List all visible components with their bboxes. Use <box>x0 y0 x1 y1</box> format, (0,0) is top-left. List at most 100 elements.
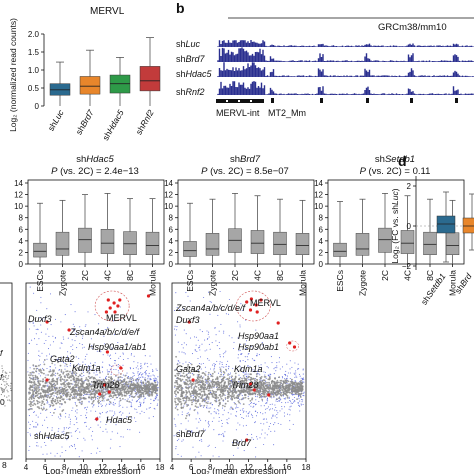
scatter-point <box>276 362 278 364</box>
cloud-point <box>38 388 41 391</box>
scatter-point <box>74 445 76 447</box>
scatter-point <box>90 435 92 437</box>
cloud-point <box>207 396 210 399</box>
y-tick-label: 14 <box>164 179 173 188</box>
scatter-point <box>289 428 291 430</box>
scatter-point <box>109 365 111 367</box>
cloud-point <box>78 394 81 396</box>
track-signal-shLuc <box>217 40 474 47</box>
cloud-point <box>224 397 227 399</box>
cloud-point <box>197 387 200 389</box>
scatter-point <box>147 378 149 380</box>
scatter-point <box>181 351 183 353</box>
scatter-point <box>252 369 254 371</box>
scatter-point <box>128 385 130 387</box>
scatter-point <box>73 329 75 331</box>
scatter-point <box>270 356 272 358</box>
scatter-point <box>219 290 221 293</box>
cloud-point <box>187 386 190 389</box>
scatter-point <box>224 394 226 396</box>
scatter-point <box>83 375 85 377</box>
scatter-point <box>113 368 115 371</box>
scatter-point <box>302 373 304 375</box>
scatter-point <box>78 366 80 368</box>
scatter-point <box>144 362 146 364</box>
scatter-point <box>242 383 244 385</box>
highlight-circle <box>94 290 130 322</box>
scatter-point <box>258 373 260 375</box>
cloud-point <box>53 382 56 385</box>
scatter-point <box>198 363 200 365</box>
cloud-point <box>224 389 227 391</box>
scatter-point <box>254 369 256 371</box>
x-label-2C: 2C <box>80 270 90 281</box>
scatter-point <box>233 402 235 404</box>
scatter-point <box>75 418 77 420</box>
scatter-point <box>144 397 146 399</box>
box-shRnf2 <box>139 66 161 92</box>
y-tick-label: 8 <box>19 214 24 223</box>
scatter-point <box>183 342 185 344</box>
scatter-point <box>302 369 304 371</box>
cloud-point <box>31 408 33 410</box>
scatter-point <box>274 422 276 424</box>
cloud-point <box>66 370 69 373</box>
scatter-point <box>213 308 215 310</box>
scatter-point <box>60 415 62 417</box>
scatter-point <box>90 410 92 412</box>
scatter-point <box>136 411 138 413</box>
cloud-point <box>56 390 59 393</box>
scatter-point <box>291 366 293 368</box>
cloud-point <box>112 388 115 391</box>
scatter-point <box>103 390 105 392</box>
scatter-point <box>144 377 146 379</box>
cloud-point <box>266 390 268 393</box>
scatter-point <box>127 358 129 360</box>
cloud-point <box>227 382 230 384</box>
cloud-point <box>272 395 275 398</box>
scatter-point <box>98 323 100 325</box>
cloud-point <box>150 382 153 385</box>
scatter-point <box>130 402 132 404</box>
partial-point <box>3 390 5 392</box>
partial-point <box>8 375 10 377</box>
cloud-point <box>142 393 145 396</box>
scatter-point <box>266 397 269 399</box>
cloud-point <box>43 403 46 406</box>
scatter-point <box>40 317 42 319</box>
cloud-point <box>59 413 62 416</box>
scatter-point <box>261 397 263 399</box>
x-tick-label: 10 <box>79 463 88 472</box>
cloud-point <box>58 392 61 395</box>
partial-point <box>10 387 12 389</box>
scatter-point <box>186 403 188 405</box>
scatter-point <box>153 400 155 402</box>
scatter-point <box>57 430 59 432</box>
scatter-point <box>230 413 232 415</box>
scatter-point <box>268 409 271 411</box>
cloud-point <box>287 380 290 383</box>
scatter-point <box>33 338 36 340</box>
scatter-point <box>283 415 286 417</box>
cloud-point <box>204 381 207 384</box>
partial-point <box>6 396 8 398</box>
cloud-point <box>213 371 216 373</box>
cloud-point <box>97 389 100 392</box>
cloud-point <box>107 373 109 375</box>
scatter-point <box>209 300 211 303</box>
cloud-point <box>72 375 75 378</box>
partial-point <box>9 371 11 373</box>
scatter-point <box>95 374 97 376</box>
y-tick-label: 2 <box>407 182 412 191</box>
scatter-point <box>118 411 120 413</box>
cloud-point <box>92 383 94 386</box>
cloud-point <box>183 375 186 378</box>
scatter-point <box>241 368 243 370</box>
scatter-point <box>209 313 211 315</box>
scatter-point <box>102 430 104 432</box>
scatter-point <box>285 397 287 399</box>
cloud-point <box>94 396 97 399</box>
cloud-point <box>62 392 65 395</box>
cloud-point <box>38 397 40 400</box>
scatter-point <box>54 372 56 374</box>
